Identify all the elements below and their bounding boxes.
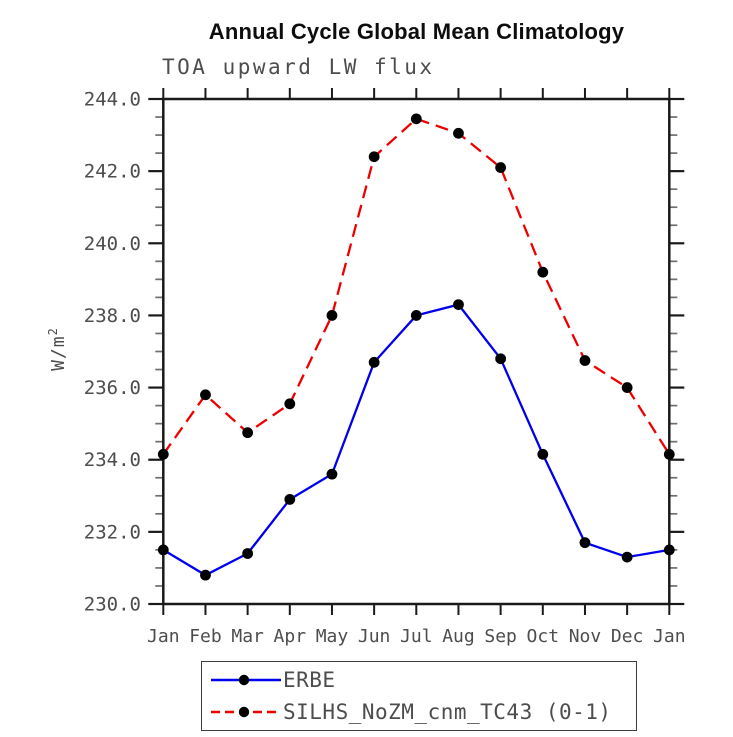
data-point: [495, 162, 507, 173]
data-point: [326, 468, 338, 480]
data-point: [537, 448, 549, 460]
y-tick-label: 232.0: [84, 521, 141, 543]
data-point: [579, 355, 591, 366]
data-point: [326, 310, 338, 321]
x-tick-label: Mar: [231, 626, 264, 647]
data-point: [368, 151, 380, 163]
data-point: [284, 493, 296, 505]
y-tick-label: 240.0: [84, 233, 141, 255]
legend: ERBE SILHS_NoZM_cnm_TC43 (0-1): [201, 661, 637, 731]
data-point: [621, 551, 633, 563]
data-point: [242, 427, 254, 439]
y-tick-label: 234.0: [84, 449, 141, 471]
x-tick-label: Dec: [611, 626, 644, 647]
y-tick-label: 244.0: [84, 89, 141, 111]
data-point: [663, 448, 675, 460]
data-point: [537, 266, 549, 278]
data-point: [410, 310, 422, 321]
data-point: [157, 544, 169, 556]
legend-row-erbe: ERBE: [209, 667, 636, 693]
data-point: [200, 569, 211, 581]
y-tick-label: 242.0: [84, 161, 141, 183]
x-tick-label: Apr: [274, 626, 307, 647]
data-point: [453, 299, 464, 311]
legend-swatch-dashed-line: [211, 706, 281, 717]
x-tick-label: Jul: [400, 626, 433, 647]
legend-marker-dot: [238, 675, 250, 686]
legend-row-silhs: SILHS_NoZM_cnm_TC43 (0-1): [209, 699, 636, 725]
x-tick-label: Jan: [653, 626, 686, 647]
series-line-solid: [162, 303, 670, 577]
x-tick-label: Sep: [484, 626, 517, 647]
legend-label-silhs: SILHS_NoZM_cnm_TC43 (0-1): [283, 699, 612, 724]
data-point: [579, 537, 591, 549]
plot-frame: [162, 97, 671, 606]
data-point: [368, 356, 380, 368]
y-tick-label: 230.0: [84, 594, 141, 616]
data-point: [453, 127, 464, 139]
x-tick-label: Nov: [569, 626, 602, 647]
x-tick-label: Feb: [189, 626, 222, 647]
x-tick-label: Jun: [358, 626, 391, 647]
chart-title: Annual Cycle Global Mean Climatology: [208, 19, 625, 44]
x-tick-label: May: [316, 626, 349, 647]
data-point: [621, 382, 633, 393]
legend-label-erbe: ERBE: [283, 668, 336, 693]
data-point: [495, 353, 507, 365]
data-point: [200, 389, 211, 401]
x-tick-label: Oct: [527, 626, 560, 647]
legend-swatch-solid-line: [211, 675, 281, 686]
data-point: [410, 113, 422, 125]
x-tick-label: Aug: [442, 626, 475, 647]
series-line-dashed: [162, 117, 671, 455]
chart-subtitle: TOA upward LW flux: [162, 55, 435, 79]
y-tick-label: 236.0: [84, 377, 141, 399]
y-tick-label: 238.0: [84, 305, 141, 327]
data-point: [663, 544, 675, 556]
data-point: [157, 448, 169, 460]
data-point: [284, 398, 296, 410]
data-point: [242, 548, 254, 559]
legend-marker-dot: [238, 706, 250, 717]
x-tick-label: Jan: [147, 626, 180, 647]
